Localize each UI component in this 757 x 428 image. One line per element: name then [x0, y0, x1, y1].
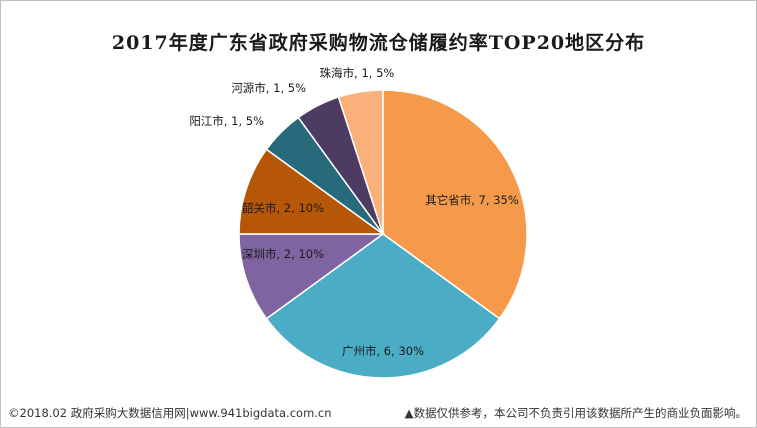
chart-title: 2017年度广东省政府采购物流仓储履约率TOP20地区分布: [111, 32, 646, 54]
slice-label-3: 深圳市, 2, 10%: [242, 247, 324, 261]
source-note: ©2018.02 政府采购大数据信用网|www.941bigdata.com.c…: [8, 406, 332, 420]
pie-slice-1: [382, 89, 528, 320]
slice-label-7: 珠海市, 1, 5%: [320, 66, 395, 80]
pie-slice-2: [265, 233, 501, 379]
slice-label-2: 广州市, 6, 30%: [342, 344, 424, 358]
pie-slice-7: [337, 89, 384, 235]
slice-label-5: 阳江市, 1, 5%: [189, 114, 264, 128]
disclaimer-note: ▲数据仅供参考，本公司不负责引用该数据所产生的商业负面影响。: [404, 406, 747, 420]
slice-label-1: 其它省市, 7, 35%: [425, 193, 519, 207]
slice-label-4: 韶关市, 2, 10%: [242, 201, 324, 215]
pie-slice-4: [238, 148, 386, 235]
slice-label-6: 河源市, 1, 5%: [231, 81, 306, 95]
pie-slice-3: [238, 233, 386, 320]
